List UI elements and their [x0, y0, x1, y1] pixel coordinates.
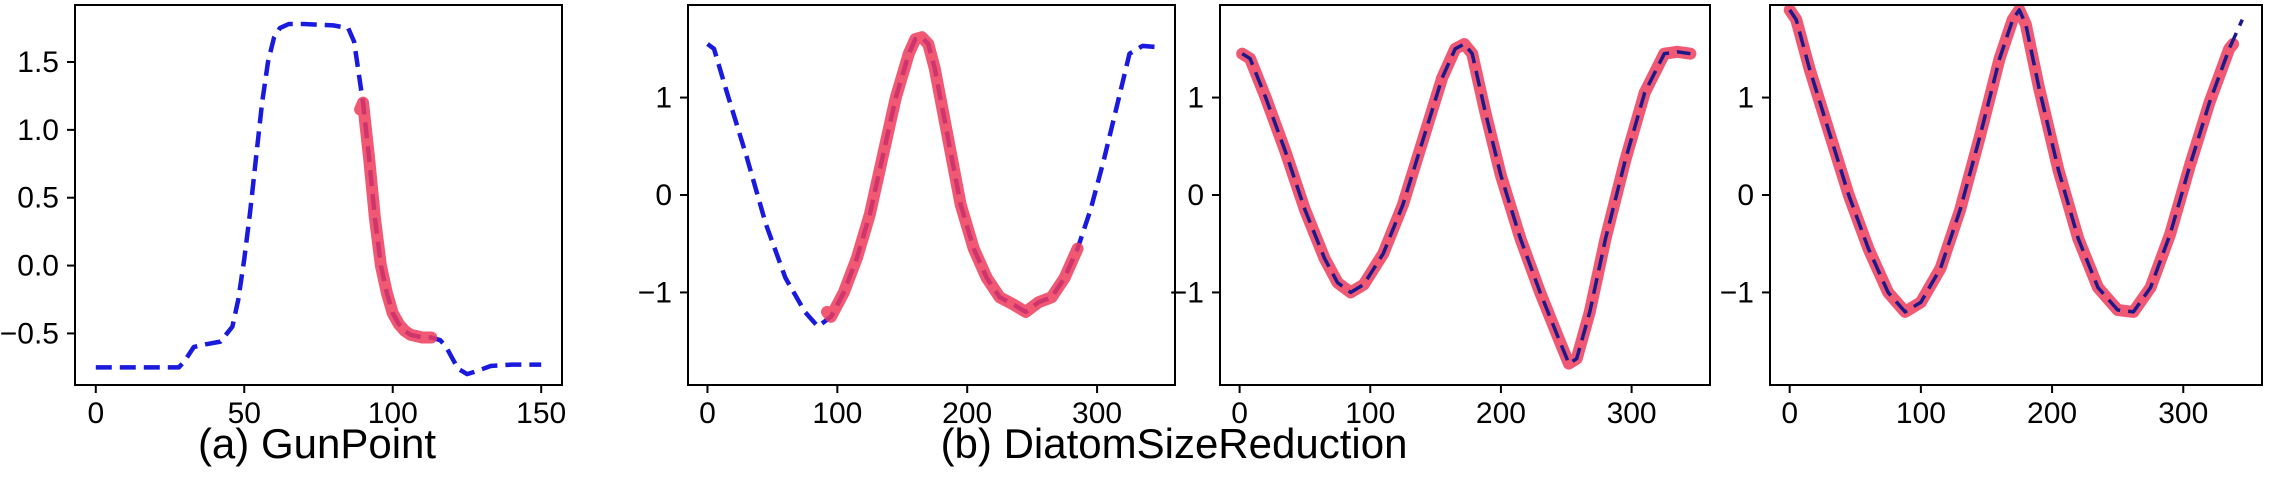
x-tick-label: 0 — [1231, 397, 1248, 430]
series-line-dashed-blue — [95, 21, 542, 377]
series-line-dashed-blue — [706, 34, 1156, 329]
series-line-overlay — [1241, 42, 1691, 366]
y-tick-label: 0.0 — [17, 250, 59, 283]
x-tick-label: 300 — [1072, 397, 1122, 430]
y-tick-label: 0 — [1737, 179, 1754, 212]
caption-a: (a) GunPoint — [198, 420, 436, 467]
panel-b3-diatom: 0 100 200 300 −1 0 1 — [1720, 3, 2263, 430]
y-tick-label: 1 — [655, 82, 672, 115]
x-tick-label: 200 — [2027, 397, 2077, 430]
x-tick-label: 300 — [2158, 397, 2208, 430]
panel-b1-diatom: 0 100 200 300 −1 0 1 — [638, 4, 1176, 430]
x-tick-label: 0 — [1781, 397, 1798, 430]
series-line-highlight — [1236, 38, 1697, 370]
y-tick-label: 0 — [655, 179, 672, 212]
y-tick-label: 1.5 — [17, 46, 59, 79]
caption-b: (b) DiatomSizeReduction — [941, 420, 1408, 467]
y-tick-label: −1 — [1720, 276, 1754, 309]
series-line-highlight — [1783, 3, 2240, 318]
series-line-overlay — [1788, 8, 2244, 314]
y-tick-label: 0 — [1187, 179, 1204, 212]
y-tick-label: −0.5 — [0, 317, 59, 350]
y-tick-label: 1.0 — [17, 114, 59, 147]
x-tick-label: 50 — [228, 397, 261, 430]
panel-b2-diatom: 0 100 200 300 −1 0 1 — [1170, 4, 1711, 430]
x-tick-label: 150 — [516, 397, 566, 430]
x-tick-label: 100 — [812, 397, 862, 430]
y-tick-label: 1 — [1737, 82, 1754, 115]
x-tick-label: 0 — [699, 397, 716, 430]
x-tick-label: 100 — [368, 397, 418, 430]
axes-frame — [1219, 4, 1711, 386]
y-tick-label: −1 — [638, 276, 672, 309]
y-tick-label: 1 — [1187, 82, 1204, 115]
x-tick-label: 100 — [1896, 397, 1946, 430]
series-line-highlight — [354, 96, 438, 344]
y-tick-label: −1 — [1170, 276, 1204, 309]
x-tick-label: 200 — [1476, 397, 1526, 430]
x-tick-label: 0 — [87, 397, 104, 430]
x-tick-label: 300 — [1607, 397, 1657, 430]
panel-a-gunpoint: 0 50 100 150 −0.5 0.0 0.5 1.0 1.5 — [0, 4, 566, 430]
x-tick-label: 100 — [1345, 397, 1395, 430]
y-tick-label: 0.5 — [17, 182, 59, 215]
x-tick-label: 200 — [942, 397, 992, 430]
series-line-highlight — [821, 31, 1084, 323]
axes-frame — [74, 4, 563, 386]
